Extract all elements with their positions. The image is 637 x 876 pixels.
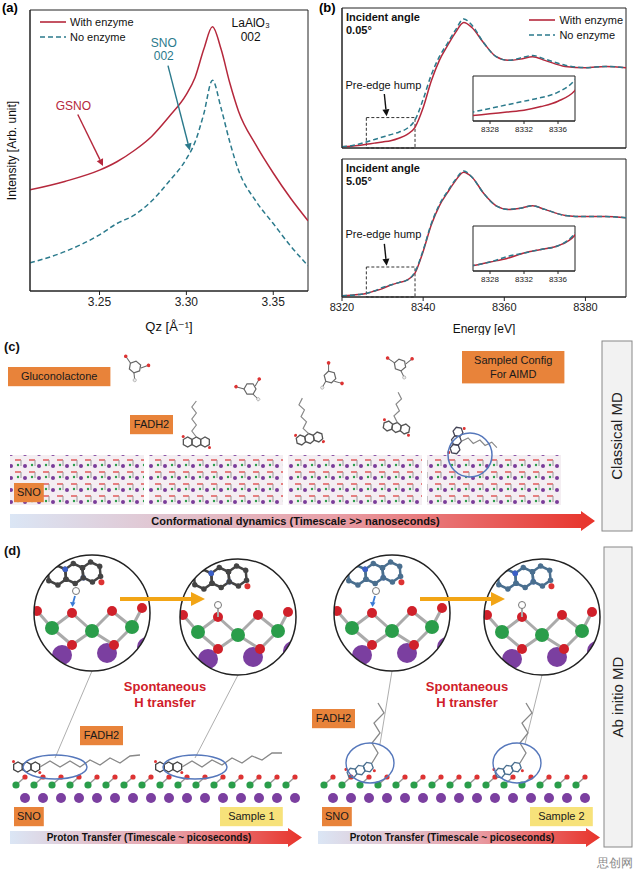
html-text:No enzyme: No enzyme (559, 28, 616, 41)
svg-text:3.35: 3.35 (262, 295, 286, 309)
svg-text:8328: 8328 (481, 125, 499, 134)
svg-text:GSNO: GSNO (56, 99, 91, 113)
svg-text:8328: 8328 (481, 275, 499, 284)
svg-text:Proton Transfer (Timescale ~ p: Proton Transfer (Timescale ~ picoseconds… (350, 832, 555, 843)
svg-text:Energy [eV]: Energy [eV] (453, 322, 516, 335)
svg-text:8380: 8380 (573, 301, 597, 313)
svg-text:SpontaneousH transfer: SpontaneousH transfer (124, 679, 206, 710)
html-text:思创网: 思创网 (597, 856, 633, 870)
html-text:Incident angle: Incident angle (346, 11, 420, 23)
svg-text:SNO: SNO (17, 486, 41, 498)
svg-text:Pre-edge hump: Pre-edge hump (345, 79, 421, 91)
html-text:(a): (a) (2, 0, 18, 15)
svg-text:Sample 2: Sample 2 (538, 810, 584, 822)
svg-text:8360: 8360 (492, 301, 516, 313)
svg-text:SNO: SNO (325, 810, 349, 822)
svg-text:8332: 8332 (515, 125, 533, 134)
svg-text:Pre-edge hump: Pre-edge hump (345, 228, 421, 240)
html-text:With enzyme: With enzyme (70, 15, 134, 28)
svg-text:Qz [Å⁻¹]: Qz [Å⁻¹] (145, 319, 192, 334)
svg-text:FADH2: FADH2 (316, 712, 351, 724)
html-text:Incident angle: Incident angle (346, 162, 420, 174)
svg-text:3.30: 3.30 (175, 295, 199, 309)
html-text:No enzyme: No enzyme (70, 30, 126, 43)
svg-text:8332: 8332 (515, 275, 533, 284)
svg-text:LaAlO₃002: LaAlO₃002 (232, 16, 270, 44)
svg-text:(c): (c) (4, 339, 20, 354)
svg-text:3.25: 3.25 (88, 295, 112, 309)
svg-text:SNO: SNO (17, 810, 41, 822)
svg-text:8320: 8320 (330, 301, 354, 313)
svg-text:Classical MD: Classical MD (608, 392, 625, 480)
html-text:With enzyme: With enzyme (559, 13, 623, 26)
html-text:(b): (b) (319, 0, 336, 15)
svg-text:Sampled ConfigFor AIMD: Sampled ConfigFor AIMD (474, 354, 552, 379)
svg-text:Intensity [Arb. unit]: Intensity [Arb. unit] (5, 101, 19, 200)
svg-text:SpontaneousH transfer: SpontaneousH transfer (426, 679, 508, 710)
svg-text:Sample 1: Sample 1 (228, 810, 274, 822)
svg-text:8340: 8340 (411, 301, 435, 313)
html-text:0.05°: 0.05° (346, 24, 372, 36)
svg-text:FADH2: FADH2 (84, 729, 119, 741)
svg-text:Ab initio MD: Ab initio MD (609, 656, 626, 737)
svg-text:Gluconolactone: Gluconolactone (21, 370, 97, 382)
svg-text:Conformational dynamics (Times: Conformational dynamics (Timescale >> na… (151, 515, 440, 527)
svg-text:FADH2: FADH2 (134, 418, 169, 430)
svg-text:SNO002: SNO002 (151, 36, 177, 64)
svg-text:8336: 8336 (549, 125, 567, 134)
svg-text:Proton Transfer (Timescale ~ p: Proton Transfer (Timescale ~ picoseconds… (47, 832, 252, 843)
html-text:5.05°: 5.05° (346, 175, 372, 187)
svg-text:8336: 8336 (549, 275, 567, 284)
svg-text:(d): (d) (4, 543, 21, 558)
